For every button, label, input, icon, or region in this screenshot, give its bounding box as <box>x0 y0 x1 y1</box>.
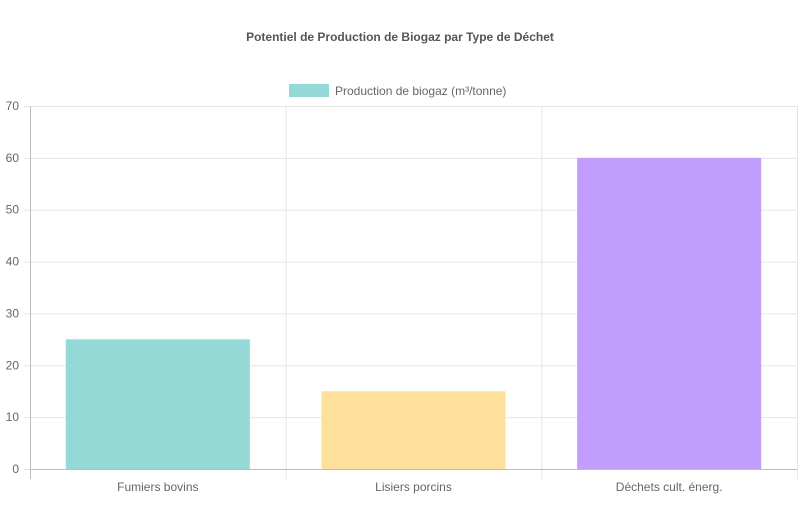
y-tick-label: 40 <box>6 255 20 269</box>
y-tick-label: 70 <box>6 99 20 113</box>
chart-title: Potentiel de Production de Biogaz par Ty… <box>246 30 554 44</box>
x-tick-label: Déchets cult. énerg. <box>616 480 723 494</box>
bar[interactable] <box>321 391 506 469</box>
bar[interactable] <box>65 339 250 469</box>
legend-label: Production de biogaz (m³/tonne) <box>335 84 506 98</box>
x-axis-ticks: Fumiers bovins Lisiers porcins Déchets cul… <box>117 480 722 494</box>
y-axis-ticks: 0 10 20 30 40 50 60 70 <box>6 99 20 476</box>
y-tick-label: 50 <box>6 203 20 217</box>
y-tick-label: 0 <box>12 462 19 476</box>
legend-swatch <box>289 84 329 97</box>
y-tick-label: 20 <box>6 358 20 372</box>
y-tick-label: 60 <box>6 151 20 165</box>
axes <box>30 106 797 479</box>
y-tick-label: 30 <box>6 306 20 320</box>
legend[interactable]: Production de biogaz (m³/tonne) <box>289 84 506 98</box>
y-tick-label: 10 <box>6 410 20 424</box>
x-tick-label: Lisiers porcins <box>375 480 452 494</box>
bar[interactable] <box>577 157 762 469</box>
x-tick-label: Fumiers bovins <box>117 480 198 494</box>
bars <box>65 157 762 469</box>
